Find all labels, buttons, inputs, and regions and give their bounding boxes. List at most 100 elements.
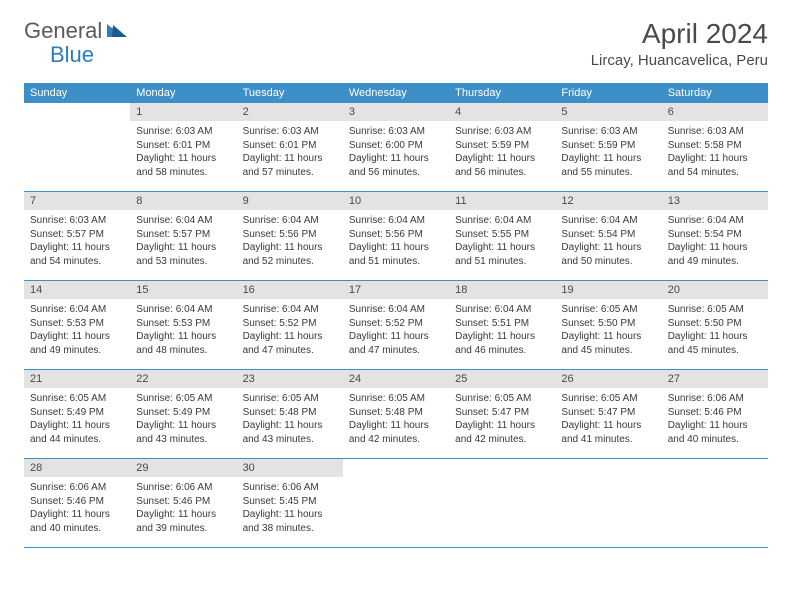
calendar-cell: 10Sunrise: 6:04 AMSunset: 5:56 PMDayligh… <box>343 192 449 280</box>
calendar-week: 14Sunrise: 6:04 AMSunset: 5:53 PMDayligh… <box>24 281 768 370</box>
calendar-cell: 11Sunrise: 6:04 AMSunset: 5:55 PMDayligh… <box>449 192 555 280</box>
day-details: Sunrise: 6:04 AMSunset: 5:56 PMDaylight:… <box>237 210 343 274</box>
calendar-cell: 21Sunrise: 6:05 AMSunset: 5:49 PMDayligh… <box>24 370 130 458</box>
calendar-cell <box>449 459 555 547</box>
day-number: 14 <box>24 281 130 299</box>
day-details: Sunrise: 6:04 AMSunset: 5:52 PMDaylight:… <box>237 299 343 363</box>
day-details: Sunrise: 6:05 AMSunset: 5:50 PMDaylight:… <box>662 299 768 363</box>
calendar-cell: 18Sunrise: 6:04 AMSunset: 5:51 PMDayligh… <box>449 281 555 369</box>
calendar-cell: 27Sunrise: 6:06 AMSunset: 5:46 PMDayligh… <box>662 370 768 458</box>
day-details: Sunrise: 6:05 AMSunset: 5:50 PMDaylight:… <box>555 299 661 363</box>
day-details: Sunrise: 6:04 AMSunset: 5:55 PMDaylight:… <box>449 210 555 274</box>
day-number: 21 <box>24 370 130 388</box>
calendar-cell: 28Sunrise: 6:06 AMSunset: 5:46 PMDayligh… <box>24 459 130 547</box>
calendar-cell: 9Sunrise: 6:04 AMSunset: 5:56 PMDaylight… <box>237 192 343 280</box>
day-details: Sunrise: 6:03 AMSunset: 5:57 PMDaylight:… <box>24 210 130 274</box>
calendar-cell: 23Sunrise: 6:05 AMSunset: 5:48 PMDayligh… <box>237 370 343 458</box>
day-number: 5 <box>555 103 661 121</box>
day-number: 2 <box>237 103 343 121</box>
day-number: 22 <box>130 370 236 388</box>
day-number: 18 <box>449 281 555 299</box>
day-number: 17 <box>343 281 449 299</box>
day-details: Sunrise: 6:04 AMSunset: 5:56 PMDaylight:… <box>343 210 449 274</box>
day-details: Sunrise: 6:04 AMSunset: 5:51 PMDaylight:… <box>449 299 555 363</box>
day-number: 6 <box>662 103 768 121</box>
day-details: Sunrise: 6:04 AMSunset: 5:54 PMDaylight:… <box>555 210 661 274</box>
day-details: Sunrise: 6:06 AMSunset: 5:46 PMDaylight:… <box>662 388 768 452</box>
day-number: 13 <box>662 192 768 210</box>
calendar-cell: 5Sunrise: 6:03 AMSunset: 5:59 PMDaylight… <box>555 103 661 191</box>
month-title: April 2024 <box>591 18 768 50</box>
calendar-body: 1Sunrise: 6:03 AMSunset: 6:01 PMDaylight… <box>24 103 768 548</box>
day-number: 25 <box>449 370 555 388</box>
calendar-page: General April 2024 Lircay, Huancavelica,… <box>0 0 792 566</box>
calendar-cell <box>662 459 768 547</box>
day-number: 24 <box>343 370 449 388</box>
day-number: 19 <box>555 281 661 299</box>
day-number: 23 <box>237 370 343 388</box>
brand-part2: Blue <box>50 42 94 68</box>
title-block: April 2024 Lircay, Huancavelica, Peru <box>591 18 768 69</box>
day-details: Sunrise: 6:05 AMSunset: 5:47 PMDaylight:… <box>555 388 661 452</box>
calendar-cell <box>555 459 661 547</box>
calendar-cell: 25Sunrise: 6:05 AMSunset: 5:47 PMDayligh… <box>449 370 555 458</box>
day-details: Sunrise: 6:04 AMSunset: 5:54 PMDaylight:… <box>662 210 768 274</box>
day-details: Sunrise: 6:03 AMSunset: 6:01 PMDaylight:… <box>237 121 343 185</box>
calendar-cell: 22Sunrise: 6:05 AMSunset: 5:49 PMDayligh… <box>130 370 236 458</box>
calendar-cell: 16Sunrise: 6:04 AMSunset: 5:52 PMDayligh… <box>237 281 343 369</box>
day-number: 20 <box>662 281 768 299</box>
day-number: 28 <box>24 459 130 477</box>
calendar-cell: 19Sunrise: 6:05 AMSunset: 5:50 PMDayligh… <box>555 281 661 369</box>
calendar-cell: 3Sunrise: 6:03 AMSunset: 6:00 PMDaylight… <box>343 103 449 191</box>
day-header: Friday <box>555 83 661 103</box>
day-details: Sunrise: 6:04 AMSunset: 5:57 PMDaylight:… <box>130 210 236 274</box>
calendar-cell: 12Sunrise: 6:04 AMSunset: 5:54 PMDayligh… <box>555 192 661 280</box>
day-number: 16 <box>237 281 343 299</box>
brand-triangle-icon <box>107 21 127 42</box>
day-header: Wednesday <box>343 83 449 103</box>
calendar-cell: 14Sunrise: 6:04 AMSunset: 5:53 PMDayligh… <box>24 281 130 369</box>
calendar-cell: 26Sunrise: 6:05 AMSunset: 5:47 PMDayligh… <box>555 370 661 458</box>
day-number: 8 <box>130 192 236 210</box>
calendar-cell: 13Sunrise: 6:04 AMSunset: 5:54 PMDayligh… <box>662 192 768 280</box>
day-number: 27 <box>662 370 768 388</box>
calendar-cell: 8Sunrise: 6:04 AMSunset: 5:57 PMDaylight… <box>130 192 236 280</box>
calendar-cell: 2Sunrise: 6:03 AMSunset: 6:01 PMDaylight… <box>237 103 343 191</box>
day-number: 10 <box>343 192 449 210</box>
day-number: 12 <box>555 192 661 210</box>
calendar-cell <box>343 459 449 547</box>
day-details: Sunrise: 6:05 AMSunset: 5:49 PMDaylight:… <box>24 388 130 452</box>
calendar-cell: 29Sunrise: 6:06 AMSunset: 5:46 PMDayligh… <box>130 459 236 547</box>
day-header: Saturday <box>662 83 768 103</box>
day-header: Tuesday <box>237 83 343 103</box>
day-header: Thursday <box>449 83 555 103</box>
day-number: 30 <box>237 459 343 477</box>
day-details: Sunrise: 6:06 AMSunset: 5:45 PMDaylight:… <box>237 477 343 541</box>
calendar-cell: 15Sunrise: 6:04 AMSunset: 5:53 PMDayligh… <box>130 281 236 369</box>
calendar-cell: 20Sunrise: 6:05 AMSunset: 5:50 PMDayligh… <box>662 281 768 369</box>
day-number: 4 <box>449 103 555 121</box>
day-details: Sunrise: 6:06 AMSunset: 5:46 PMDaylight:… <box>130 477 236 541</box>
calendar-cell: 24Sunrise: 6:05 AMSunset: 5:48 PMDayligh… <box>343 370 449 458</box>
brand-part1: General <box>24 18 102 44</box>
brand-logo: General <box>24 18 129 44</box>
day-details: Sunrise: 6:04 AMSunset: 5:53 PMDaylight:… <box>24 299 130 363</box>
calendar-cell: 7Sunrise: 6:03 AMSunset: 5:57 PMDaylight… <box>24 192 130 280</box>
calendar-week: 1Sunrise: 6:03 AMSunset: 6:01 PMDaylight… <box>24 103 768 192</box>
day-details: Sunrise: 6:06 AMSunset: 5:46 PMDaylight:… <box>24 477 130 541</box>
calendar-cell: 30Sunrise: 6:06 AMSunset: 5:45 PMDayligh… <box>237 459 343 547</box>
day-details: Sunrise: 6:03 AMSunset: 5:59 PMDaylight:… <box>449 121 555 185</box>
day-details: Sunrise: 6:04 AMSunset: 5:52 PMDaylight:… <box>343 299 449 363</box>
header: General April 2024 Lircay, Huancavelica,… <box>24 18 768 69</box>
day-details: Sunrise: 6:03 AMSunset: 6:00 PMDaylight:… <box>343 121 449 185</box>
day-number: 26 <box>555 370 661 388</box>
day-details: Sunrise: 6:05 AMSunset: 5:47 PMDaylight:… <box>449 388 555 452</box>
day-header: Monday <box>130 83 236 103</box>
day-number: 3 <box>343 103 449 121</box>
day-details: Sunrise: 6:05 AMSunset: 5:48 PMDaylight:… <box>237 388 343 452</box>
day-number: 9 <box>237 192 343 210</box>
day-number: 15 <box>130 281 236 299</box>
calendar-week: 28Sunrise: 6:06 AMSunset: 5:46 PMDayligh… <box>24 459 768 548</box>
day-number: 7 <box>24 192 130 210</box>
day-details: Sunrise: 6:04 AMSunset: 5:53 PMDaylight:… <box>130 299 236 363</box>
